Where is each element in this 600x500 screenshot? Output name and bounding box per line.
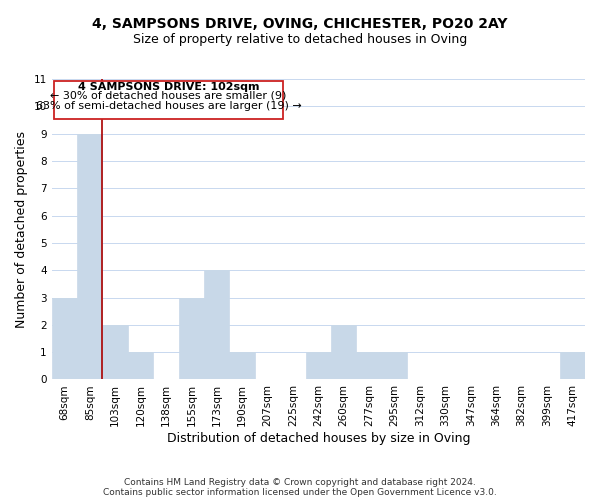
Text: 4, SAMPSONS DRIVE, OVING, CHICHESTER, PO20 2AY: 4, SAMPSONS DRIVE, OVING, CHICHESTER, PO… <box>92 18 508 32</box>
Text: Contains HM Land Registry data © Crown copyright and database right 2024.: Contains HM Land Registry data © Crown c… <box>124 478 476 487</box>
Bar <box>52 298 77 380</box>
Text: Contains public sector information licensed under the Open Government Licence v3: Contains public sector information licen… <box>103 488 497 497</box>
Text: 63% of semi-detached houses are larger (19) →: 63% of semi-detached houses are larger (… <box>35 101 301 111</box>
Bar <box>356 352 382 380</box>
Bar <box>54 81 283 120</box>
Text: Size of property relative to detached houses in Oving: Size of property relative to detached ho… <box>133 32 467 46</box>
Text: ← 30% of detached houses are smaller (9): ← 30% of detached houses are smaller (9) <box>50 91 287 101</box>
Y-axis label: Number of detached properties: Number of detached properties <box>15 130 28 328</box>
Bar <box>204 270 229 380</box>
Bar <box>331 325 356 380</box>
Bar <box>128 352 153 380</box>
Bar <box>382 352 407 380</box>
X-axis label: Distribution of detached houses by size in Oving: Distribution of detached houses by size … <box>167 432 470 445</box>
Bar <box>77 134 103 380</box>
Bar <box>305 352 331 380</box>
Bar <box>179 298 204 380</box>
Bar <box>560 352 585 380</box>
Bar <box>103 325 128 380</box>
Bar <box>229 352 255 380</box>
Text: 4 SAMPSONS DRIVE: 102sqm: 4 SAMPSONS DRIVE: 102sqm <box>78 82 259 92</box>
